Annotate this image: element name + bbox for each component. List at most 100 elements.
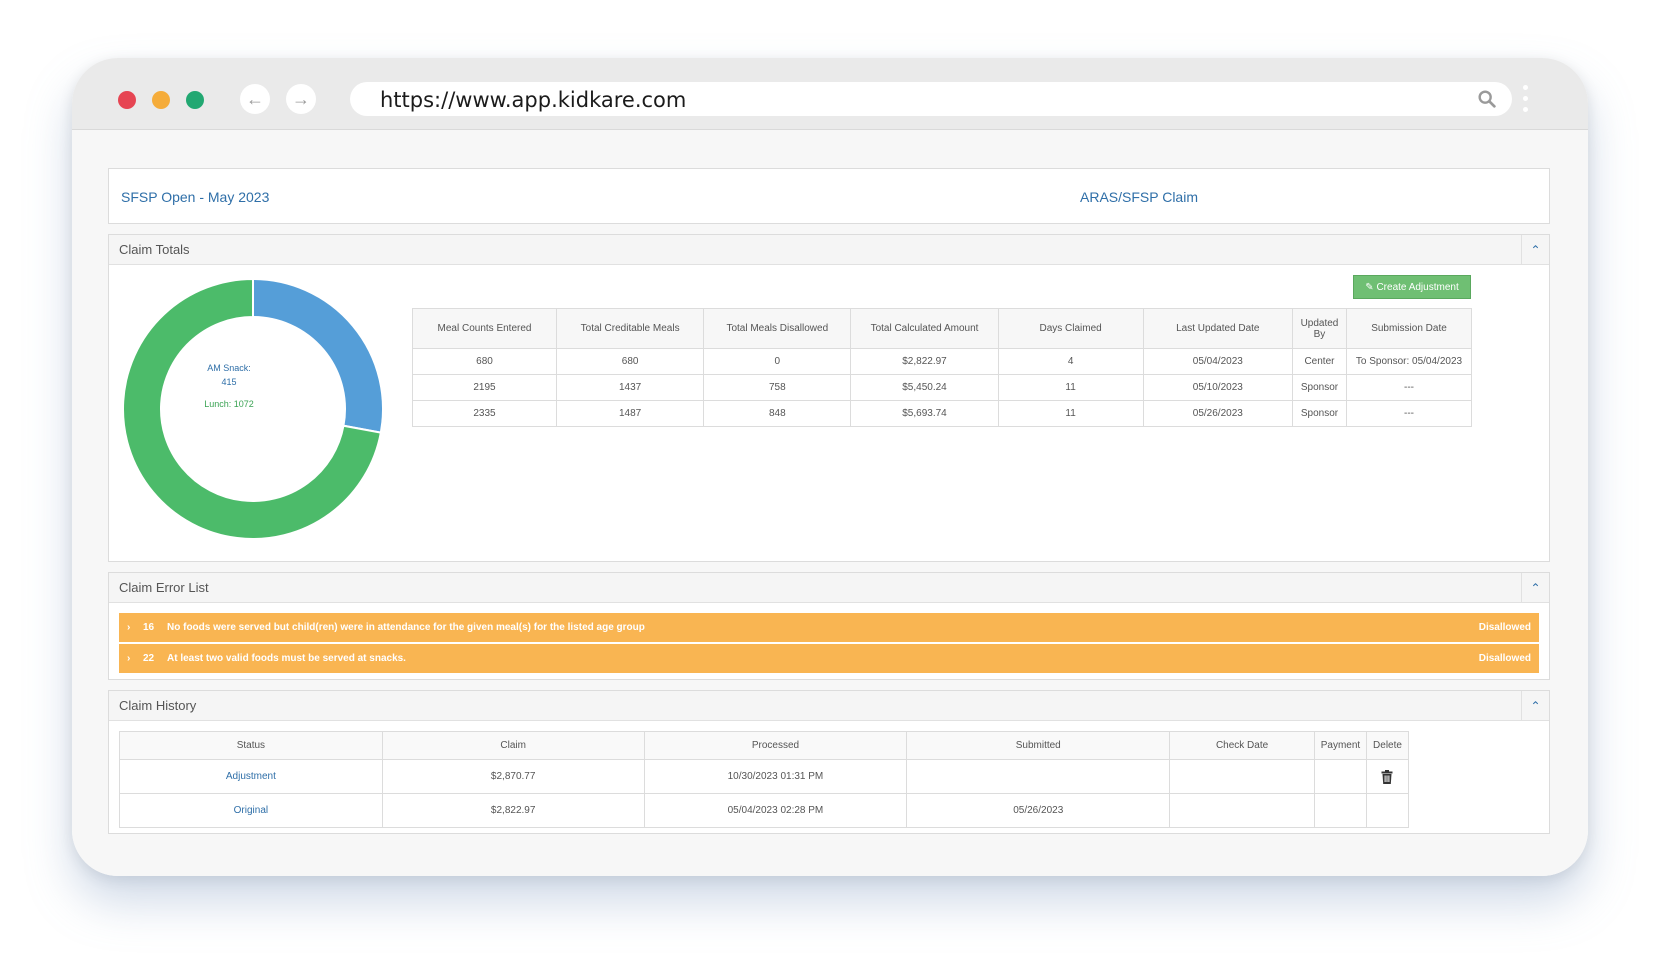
address-bar[interactable]: https://www.app.kidkare.com [350,82,1512,116]
kebab-menu-icon[interactable] [1521,85,1529,117]
claim-error-title: Claim Error List [119,580,209,595]
table-cell: 05/26/2023 [1142,400,1293,427]
claim-totals-panel: Claim Totals ⌃ AM Snack: 415 Lunch: 1072… [108,234,1550,562]
chart-label-am-snack-name: AM Snack: [207,363,251,373]
claim-type: ARAS/SFSP Claim [1080,189,1198,205]
column-header: Meal Counts Entered [411,308,558,349]
column-header: Last Updated Date [1142,308,1293,349]
status-link[interactable]: Adjustment [119,759,383,794]
claim-totals-header: Claim Totals ⌃ [109,235,1549,265]
claim-header: SFSP Open - May 2023 ARAS/SFSP Claim [108,168,1550,224]
table-cell: 680 [556,348,705,375]
table-cell: 758 [703,374,852,401]
search-icon[interactable] [1476,88,1498,110]
chevron-right-icon[interactable]: › [127,622,131,633]
donut-slice-am-snack [252,277,384,434]
pencil-icon: ✎ [1365,282,1374,293]
table-cell: 11 [997,374,1144,401]
table-row: 2335 1487 848 $5,693.74 11 05/26/2023 Sp… [411,400,1473,427]
error-status: Disallowed [1478,653,1531,664]
table-cell: 680 [411,348,558,375]
error-row[interactable]: › 16 No foods were served but child(ren)… [119,613,1539,642]
table-cell: --- [1345,374,1473,401]
column-header: Total Calculated Amount [850,308,999,349]
create-adjustment-button[interactable]: ✎ Create Adjustment [1353,275,1471,299]
url-text: https://www.app.kidkare.com [380,88,687,112]
table-cell: Sponsor [1291,400,1347,427]
table-row: 680 680 0 $2,822.97 4 05/04/2023 Center … [411,348,1473,375]
table-cell: $2,822.97 [850,348,999,375]
claim-title: SFSP Open - May 2023 [121,189,270,205]
claim-totals-table: Meal Counts Entered Total Creditable Mea… [411,308,1473,427]
table-cell: 2335 [411,400,558,427]
table-cell [1365,793,1410,828]
claim-error-panel: Claim Error List ⌃ › 16 No foods were se… [108,572,1550,680]
chevron-up-icon[interactable]: ⌃ [1521,573,1549,603]
chevron-up-icon[interactable]: ⌃ [1521,235,1549,265]
chevron-right-icon[interactable]: › [127,653,131,664]
claim-history-title: Claim History [119,698,197,713]
donut-slice-lunch [122,277,383,540]
claim-history-panel: Claim History ⌃ Status Claim Processed S… [108,690,1550,834]
claim-history-table: Status Claim Processed Submitted Check D… [119,731,1410,828]
table-cell [1169,793,1315,828]
column-header: Total Creditable Meals [556,308,705,349]
meal-donut-chart: AM Snack: 415 Lunch: 1072 [122,277,384,540]
table-cell: $5,693.74 [850,400,999,427]
table-cell: 0 [703,348,852,375]
table-cell: --- [1345,400,1473,427]
trash-icon[interactable] [1381,769,1393,784]
table-cell: 05/10/2023 [1142,374,1293,401]
table-cell: 1487 [556,400,705,427]
column-header: Payment [1314,731,1367,760]
error-status: Disallowed [1478,622,1531,633]
table-header-row: Status Claim Processed Submitted Check D… [119,731,1410,760]
browser-window: ← → https://www.app.kidkare.com SFSP Ope… [72,58,1588,876]
minimize-window-button[interactable] [152,91,170,109]
error-row[interactable]: › 22 At least two valid foods must be se… [119,644,1539,673]
page-content: SFSP Open - May 2023 ARAS/SFSP Claim Cla… [72,130,1588,876]
column-header: Claim [381,731,645,760]
claim-error-header: Claim Error List ⌃ [109,573,1549,603]
table-header-row: Meal Counts Entered Total Creditable Mea… [411,308,1473,349]
table-cell: 05/26/2023 [906,793,1171,828]
table-cell: 1437 [556,374,705,401]
column-header: Delete [1365,731,1410,760]
status-link[interactable]: Original [119,793,383,828]
table-row: 2195 1437 758 $5,450.24 11 05/10/2023 Sp… [411,374,1473,401]
column-header: Processed [643,731,908,760]
table-cell: Center [1291,348,1347,375]
column-header: Days Claimed [997,308,1144,349]
table-row: Adjustment $2,870.77 10/30/2023 01:31 PM [119,759,1410,794]
close-window-button[interactable] [118,91,136,109]
claim-history-header: Claim History ⌃ [109,691,1549,721]
table-cell: 11 [997,400,1144,427]
column-header: Submitted [906,731,1171,760]
table-cell: 4 [997,348,1144,375]
table-cell: $2,870.77 [381,759,645,794]
table-cell [1314,793,1367,828]
table-cell [906,759,1171,794]
table-cell: 2195 [411,374,558,401]
table-cell: 10/30/2023 01:31 PM [643,759,908,794]
claim-totals-title: Claim Totals [119,242,190,257]
table-cell: To Sponsor: 05/04/2023 [1345,348,1473,375]
error-count: 16 [143,622,155,633]
browser-toolbar: ← → https://www.app.kidkare.com [72,58,1588,130]
error-count: 22 [143,653,155,664]
maximize-window-button[interactable] [186,91,204,109]
table-cell: 848 [703,400,852,427]
table-cell: $2,822.97 [381,793,645,828]
table-cell: 05/04/2023 02:28 PM [643,793,908,828]
table-cell [1314,759,1367,794]
column-header: Total Meals Disallowed [703,308,852,349]
error-message: At least two valid foods must be served … [167,653,406,664]
back-arrow-icon[interactable]: ← [240,84,270,114]
chart-label-am-snack-value: 415 [221,377,236,387]
chart-label-lunch: Lunch: 1072 [204,399,254,409]
forward-arrow-icon[interactable]: → [286,84,316,114]
table-cell [1365,759,1410,794]
chevron-up-icon[interactable]: ⌃ [1521,691,1549,721]
column-header: Check Date [1169,731,1315,760]
column-header: Submission Date [1345,308,1473,349]
